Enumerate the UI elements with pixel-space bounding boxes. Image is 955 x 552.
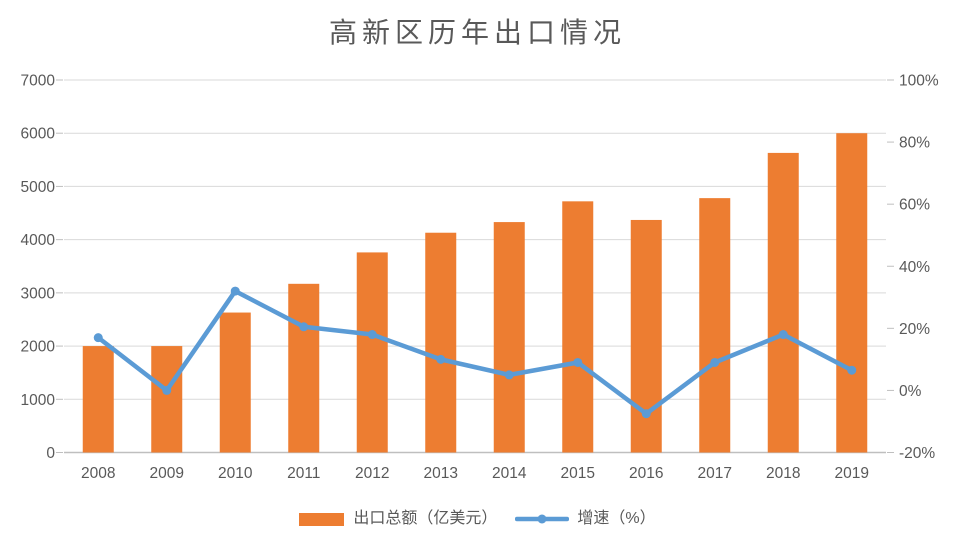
line-marker-2015 [573,357,583,367]
bar-2010 [219,312,251,453]
legend-line-swatch [515,514,570,524]
x-axis-label-2019: 2019 [835,465,869,482]
x-axis-label-2017: 2017 [698,465,732,482]
line-marker-2011 [299,322,309,332]
x-axis-label-2008: 2008 [81,465,115,482]
bar-2018 [767,152,799,453]
right-axis-label: 20% [899,321,930,338]
left-axis-label: 6000 [21,126,56,143]
x-axis-label-2010: 2010 [218,465,253,482]
chart-title: 高新区历年出口情况 [328,18,626,49]
right-axis-label: 60% [899,197,930,214]
legend-bar-swatch [299,512,345,526]
line-marker-2012 [367,330,377,340]
left-axis-label: 3000 [21,285,56,302]
growth-line [96,288,854,416]
bar-2013 [425,232,457,453]
line-marker-2009 [162,385,172,395]
right-axis-label: 100% [899,73,939,90]
x-axis-label-2011: 2011 [287,465,320,482]
line-marker-2010 [230,286,240,296]
x-axis-label-2014: 2014 [492,465,527,482]
left-axis-label: 7000 [21,73,56,90]
bar-2014 [493,222,525,453]
x-axis-label-2015: 2015 [561,465,595,482]
x-axis-label-2009: 2009 [150,465,184,482]
line-marker-2019 [847,365,857,375]
line-marker-2014 [504,370,514,380]
line-marker-2017 [710,357,720,367]
left-axis-label: 4000 [21,232,56,249]
bar-2011 [288,283,320,453]
bar-2012 [356,252,388,453]
line-marker-2013 [436,354,446,364]
right-axis-label: -20% [899,445,935,462]
line-marker-2016 [641,409,651,419]
left-axis-label: 5000 [21,179,56,196]
right-axis-label: 0% [899,383,922,400]
x-axis-label-2018: 2018 [766,465,800,482]
line-marker-2018 [778,330,788,340]
bar-2017 [699,198,731,453]
legend-line-label: 增速（%） [577,510,656,527]
bar-2019 [836,133,868,453]
right-axis-label: 80% [899,135,930,152]
line-marker-2008 [93,333,103,343]
x-axis-label-2013: 2013 [424,465,458,482]
x-axis-label-2012: 2012 [355,465,389,482]
right-axis-label: 40% [899,259,930,276]
x-axis-label-2016: 2016 [629,465,663,482]
legend: 出口总额（亿美元） 增速（%） [0,508,955,530]
bar-2008 [82,346,114,453]
legend-bar-label: 出口总额（亿美元） [353,510,498,527]
left-axis-label: 0 [46,445,55,462]
bar-2009 [151,346,183,453]
left-axis-label: 2000 [21,339,56,356]
bar-2015 [562,201,594,453]
left-axis-label: 1000 [21,392,56,409]
